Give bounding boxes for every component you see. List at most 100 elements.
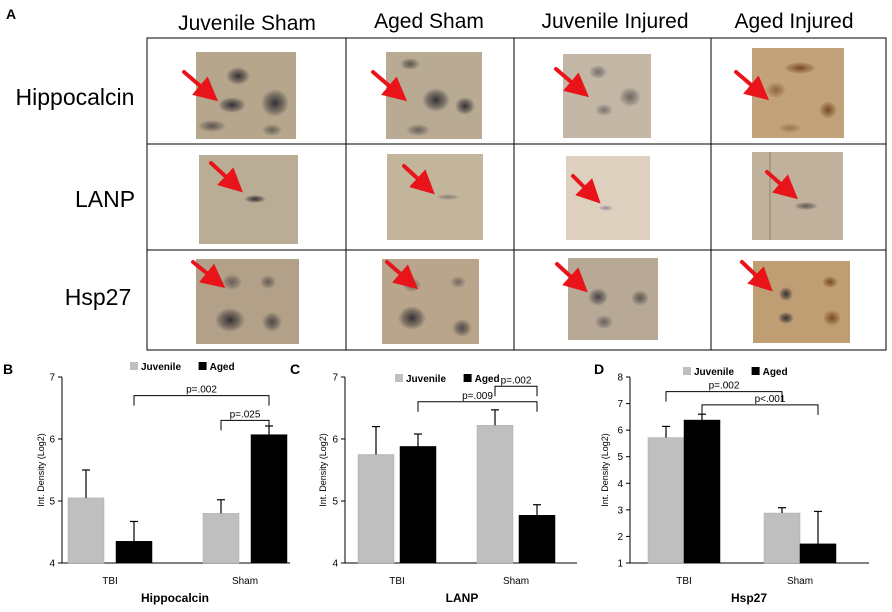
p-value-label: p<.001 xyxy=(755,394,786,405)
column-header: Juvenile Injured xyxy=(541,10,688,33)
x-tick-label: Sham xyxy=(232,576,258,587)
legend-label: Juvenile xyxy=(694,367,734,378)
y-tick-label: 6 xyxy=(617,426,623,437)
red-arrow xyxy=(209,161,243,193)
bar xyxy=(67,497,105,564)
p-value-label: p=.025 xyxy=(230,409,261,420)
legend-swatch xyxy=(395,374,403,382)
y-axis-label: Int. Density (Log2) xyxy=(600,433,610,507)
red-arrow xyxy=(371,70,408,102)
column-header: Juvenile Sham xyxy=(178,12,316,35)
y-axis-label: Int. Density (Log2) xyxy=(36,433,46,507)
y-tick-label: 6 xyxy=(332,435,338,446)
y-tick-label: 4 xyxy=(332,559,338,570)
significance-bracket xyxy=(417,401,538,412)
panel-label: C xyxy=(290,361,300,377)
y-tick-label: 4 xyxy=(617,479,623,490)
blot-arrows xyxy=(182,67,799,293)
significance-bracket xyxy=(494,385,538,397)
blot-image xyxy=(196,259,299,344)
bar xyxy=(250,434,288,564)
x-tick-label: TBI xyxy=(389,576,405,587)
blot-grid xyxy=(146,37,887,351)
blot-image xyxy=(753,261,850,343)
panel-a-label: A xyxy=(6,6,16,22)
legend-label: Aged xyxy=(210,362,235,373)
panel-label: D xyxy=(594,361,604,377)
y-tick-label: 7 xyxy=(617,399,623,410)
p-value-label: p=.002 xyxy=(709,381,740,392)
blot-image xyxy=(387,154,483,240)
bar xyxy=(683,419,721,564)
y-tick-label: 7 xyxy=(332,373,338,384)
row-header: Hippocalcin xyxy=(16,84,135,110)
significance-bracket xyxy=(701,404,819,415)
bar xyxy=(357,454,395,564)
red-arrow xyxy=(182,70,219,102)
bar xyxy=(799,543,837,564)
chart-title: Hippocalcin xyxy=(141,591,209,605)
chart-hsp27: D 1 2 3 4 5 6 7 8 Int. Density (Log2) TBI Sham Hsp27… xyxy=(594,361,869,605)
bar xyxy=(763,512,801,564)
red-arrow xyxy=(191,260,226,289)
x-tick-label: Sham xyxy=(503,576,529,587)
bar xyxy=(202,513,240,564)
significance-bracket xyxy=(133,395,270,406)
blot-image xyxy=(563,54,651,138)
red-arrow xyxy=(402,164,435,195)
y-tick-label: 5 xyxy=(617,452,623,463)
y-tick-label: 1 xyxy=(617,559,623,570)
x-tick-label: TBI xyxy=(102,576,118,587)
y-tick-label: 7 xyxy=(49,373,55,384)
p-value-label: p=.009 xyxy=(462,391,493,402)
legend-swatch xyxy=(130,362,138,370)
p-value-label: p=.002 xyxy=(186,385,217,396)
blot-image xyxy=(752,152,843,240)
y-tick-label: 3 xyxy=(617,505,623,516)
red-arrow xyxy=(734,70,770,101)
y-tick-label: 4 xyxy=(49,559,55,570)
y-tick-label: 6 xyxy=(49,435,55,446)
red-arrow xyxy=(765,170,799,200)
legend-swatch xyxy=(198,362,207,370)
legend-swatch xyxy=(683,367,691,375)
p-value-label: p=.002 xyxy=(501,375,532,386)
legend-swatch xyxy=(463,374,472,382)
red-arrow xyxy=(571,174,601,204)
chart-title: LANP xyxy=(446,591,479,605)
significance-bracket xyxy=(665,391,783,402)
blot-image xyxy=(196,52,296,139)
red-arrow xyxy=(554,67,590,98)
bar xyxy=(399,446,437,564)
y-tick-label: 2 xyxy=(617,532,623,543)
legend-label: Aged xyxy=(475,374,500,385)
row-header: LANP xyxy=(75,186,135,212)
bar xyxy=(647,437,685,564)
y-axis-label: Int. Density (Log2) xyxy=(318,433,328,507)
y-tick-label: 5 xyxy=(49,497,55,508)
blot-image xyxy=(568,258,658,340)
chart-lanp: C 4 5 6 7 Int. Density (Log2) TBI Sham LANP Juven… xyxy=(290,361,577,605)
legend-label: Aged xyxy=(763,367,788,378)
panel-label: B xyxy=(3,361,13,377)
blot-image xyxy=(752,48,844,138)
row-header: Hsp27 xyxy=(65,284,131,310)
y-tick-label: 8 xyxy=(617,373,623,384)
red-arrow xyxy=(385,260,419,290)
legend-swatch xyxy=(751,367,760,375)
chart-title: Hsp27 xyxy=(731,591,767,605)
legend-label: Juvenile xyxy=(406,374,446,385)
y-tick-label: 5 xyxy=(332,497,338,508)
bar xyxy=(115,541,153,564)
chart-hippocalcin: B 4 5 6 7 Int. Density (Log2) TBI Sham Hippocalc… xyxy=(3,361,290,605)
column-header: Aged Sham xyxy=(374,10,484,33)
red-arrow xyxy=(740,260,773,292)
significance-bracket xyxy=(220,419,270,431)
bar xyxy=(518,515,556,564)
column-header: Aged Injured xyxy=(734,10,853,33)
red-arrow xyxy=(555,262,588,293)
x-tick-label: TBI xyxy=(676,576,692,587)
x-tick-label: Sham xyxy=(787,576,813,587)
bar xyxy=(476,425,514,564)
